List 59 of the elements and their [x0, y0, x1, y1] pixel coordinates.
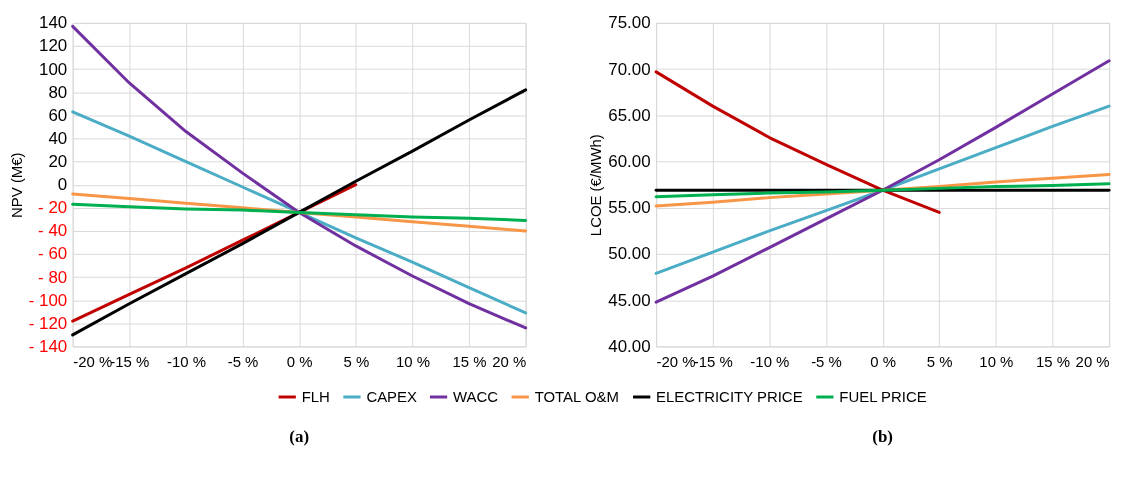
- line-series: [654, 59, 1111, 304]
- y-tick-label: 0: [57, 175, 68, 195]
- y-tick-label: 75.00: [608, 13, 651, 33]
- x-tick-label: 15 %: [452, 352, 487, 370]
- legend-label: CAPEX: [366, 387, 418, 405]
- legend-label: FLH: [301, 387, 330, 405]
- line-series: [71, 110, 528, 315]
- x-tick-label: 10 %: [395, 352, 430, 370]
- line-series: [71, 24, 528, 330]
- y-axis-title: NPV (M€): [7, 152, 25, 218]
- line-series: [654, 104, 1111, 275]
- text: (a): [289, 427, 310, 447]
- y-tick-label: 45.00: [608, 290, 651, 310]
- y-tick-label: - 100: [28, 290, 68, 310]
- x-tick-label: -15 %: [693, 352, 733, 370]
- x-tick-label: -10 %: [166, 352, 206, 370]
- y-tick-label: 80: [48, 82, 68, 102]
- text: (b): [872, 427, 893, 447]
- x-tick-label: 10 %: [979, 352, 1014, 370]
- x-tick-label: 5 %: [926, 352, 953, 370]
- legend-label: TOTAL O&M: [534, 387, 619, 405]
- x-tick-label: 20 %: [492, 352, 527, 370]
- y-axis-title: LCOE (€/MWh): [587, 134, 605, 237]
- y-tick-label: 40: [48, 128, 68, 148]
- y-tick-label: 20: [48, 152, 68, 172]
- x-tick-label: -15 %: [110, 352, 150, 370]
- x-tick-label: -10 %: [750, 352, 790, 370]
- line-series: [654, 182, 1111, 199]
- y-tick-label: 140: [38, 13, 68, 33]
- x-tick-label: 0 %: [286, 352, 313, 370]
- y-tick-label: - 120: [28, 313, 68, 333]
- legend-label: ELECTRICITY PRICE: [656, 387, 803, 405]
- y-tick-label: 60.00: [608, 152, 651, 172]
- y-tick-label: - 140: [28, 336, 68, 356]
- x-tick-label: 5 %: [343, 352, 370, 370]
- y-tick-label: 65.00: [608, 105, 651, 125]
- legend-label: FUEL PRICE: [839, 387, 927, 405]
- y-tick-label: 60: [48, 105, 68, 125]
- x-tick-label: -20 %: [73, 352, 113, 370]
- x-tick-label: -5 %: [227, 352, 259, 370]
- y-tick-label: 40.00: [608, 336, 651, 356]
- x-tick-label: -5 %: [811, 352, 842, 370]
- y-tick-label: - 60: [38, 244, 68, 264]
- x-tick-label: -20 %: [656, 352, 696, 370]
- y-tick-label: 120: [38, 36, 68, 56]
- y-tick-label: 55.00: [608, 198, 651, 218]
- y-tick-label: 50.00: [608, 244, 651, 264]
- line-series: [71, 88, 528, 337]
- y-tick-label: - 40: [38, 221, 68, 241]
- x-tick-label: 20 %: [1075, 352, 1110, 370]
- x-tick-label: 15 %: [1035, 352, 1070, 370]
- y-tick-label: - 80: [38, 267, 68, 287]
- line-series: [654, 70, 941, 214]
- line-series: [71, 202, 528, 223]
- legend-label: WACC: [453, 387, 499, 405]
- y-tick-label: - 20: [38, 198, 68, 218]
- y-tick-label: 100: [38, 59, 68, 79]
- x-tick-label: 0 %: [870, 352, 896, 370]
- y-tick-label: 70.00: [608, 59, 651, 79]
